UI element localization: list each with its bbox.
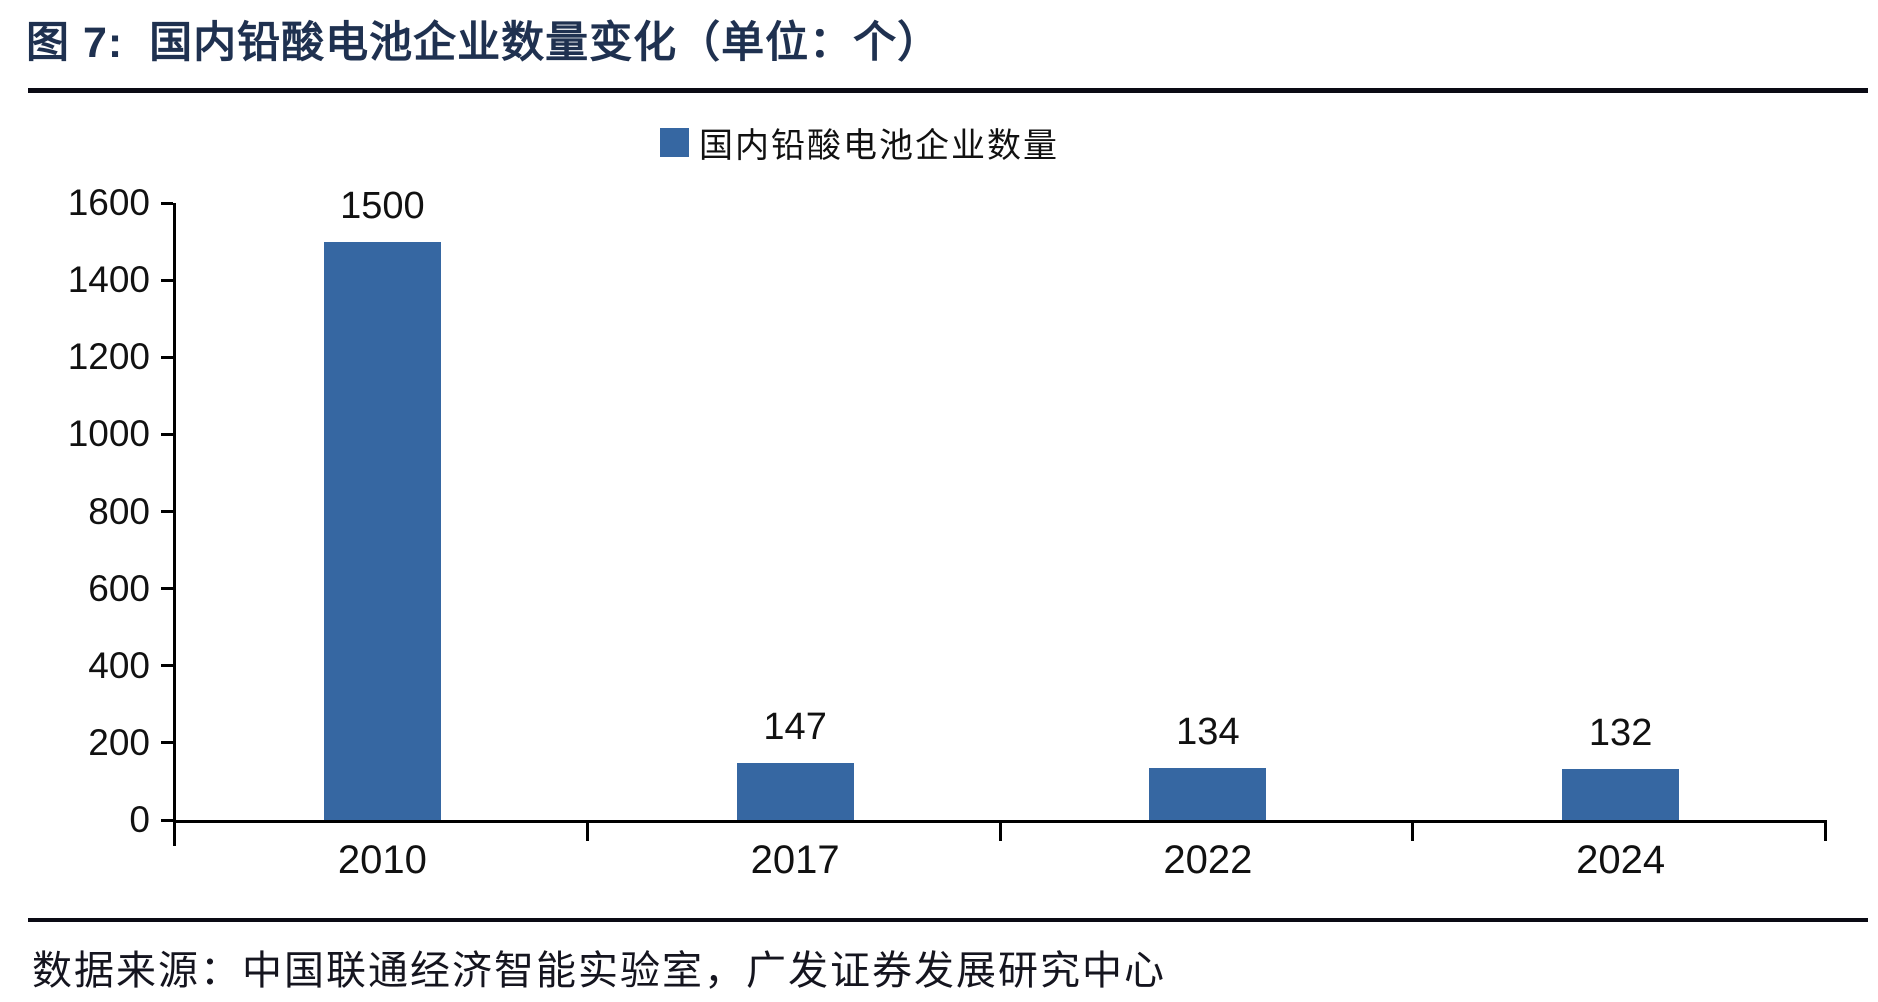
x-axis-label: 2017 (750, 838, 840, 882)
footer-divider (28, 918, 1868, 922)
bar-2024 (1562, 769, 1680, 820)
x-axis-tick-mark (1824, 823, 1827, 841)
x-axis-label: 2010 (337, 838, 427, 882)
y-axis-tick-below-zero (173, 820, 176, 846)
y-axis-tick-label: 1400 (67, 259, 150, 301)
y-axis-labels: 0 200 400 600 800 1000 1200 1400 1600 (0, 182, 150, 840)
y-axis-tick-mark (161, 355, 173, 359)
y-axis-tick-mark (161, 510, 173, 513)
y-axis-tick-mark (161, 587, 173, 591)
data-label: 132 (1588, 712, 1653, 755)
x-axis-label: 2022 (1163, 838, 1253, 882)
x-axis-tick-mark (1411, 823, 1415, 841)
x-axis-tick-mark (585, 823, 589, 841)
data-label: 147 (763, 706, 827, 749)
data-label: 1500 (340, 184, 425, 227)
title-divider (28, 88, 1868, 93)
y-axis-tick-label: 400 (88, 644, 150, 686)
y-axis-tick-label: 0 (129, 799, 150, 840)
y-axis-tick-label: 1200 (67, 336, 150, 378)
chart-legend: 国内铅酸电池企业数量 (660, 118, 1059, 167)
bar-2022 (1149, 768, 1267, 820)
y-axis-tick-mark (161, 432, 173, 436)
legend-label: 国内铅酸电池企业数量 (699, 127, 1059, 165)
y-axis-tick-label: 800 (88, 490, 150, 532)
y-axis-tick-mark (161, 741, 173, 745)
figure-title: 图 7: 国内铅酸电池企业数量变化（单位：个） (26, 19, 942, 67)
y-axis-tick-label: 600 (88, 567, 150, 609)
x-axis-tick-mark (998, 823, 1002, 841)
data-source: 数据来源：中国联通经济智能实验室，广发证券发展研究中心 (32, 948, 1166, 994)
bar-2010 (323, 241, 441, 820)
legend-marker-icon (660, 128, 689, 157)
y-axis-tick-label: 1000 (67, 413, 150, 455)
y-axis-tick-mark (161, 818, 173, 822)
data-label: 134 (1176, 711, 1240, 754)
y-axis-tick-label: 200 (88, 721, 150, 763)
x-axis-label: 2024 (1576, 838, 1666, 882)
bar-chart-plot: 1500 2010 147 2017 134 2022 132 2024 (161, 185, 1827, 882)
y-axis-tick-mark (161, 201, 173, 205)
y-axis-tick-mark (161, 278, 173, 282)
y-axis-tick-label: 1600 (67, 182, 150, 223)
bar-2017 (736, 763, 854, 820)
y-axis-tick-mark (161, 664, 173, 668)
